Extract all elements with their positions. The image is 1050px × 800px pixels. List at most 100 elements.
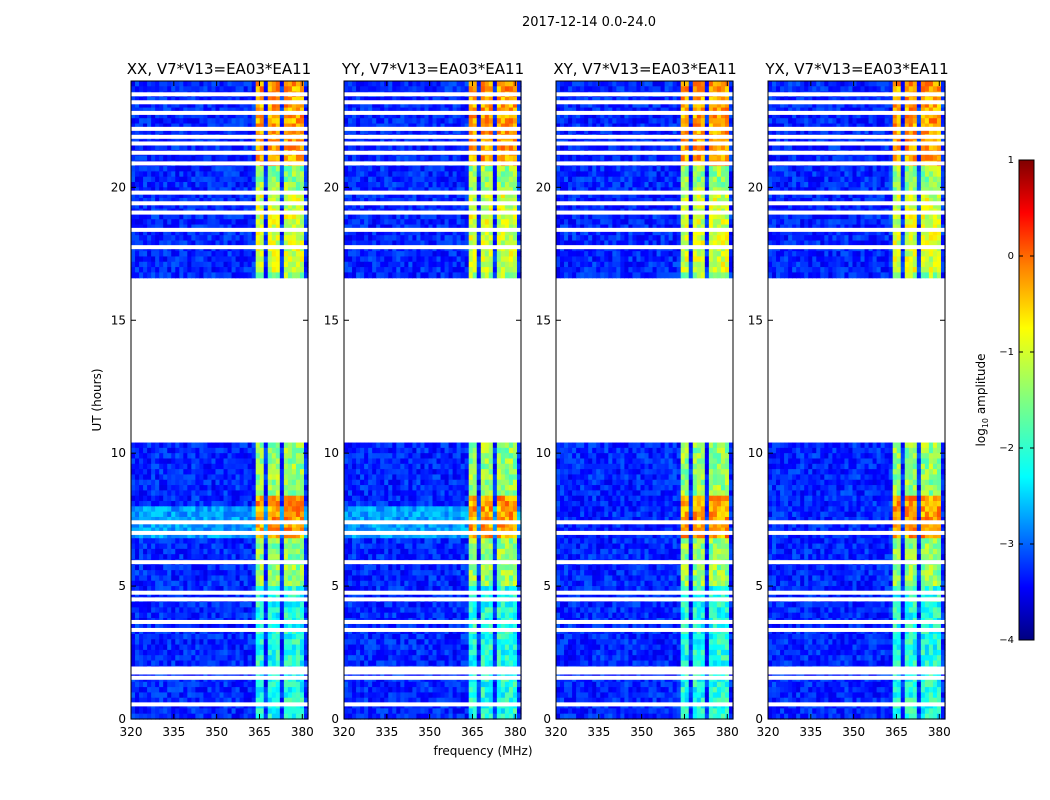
y-axis-label: UT (hours) — [90, 368, 104, 431]
flagged-row — [556, 100, 733, 105]
colorbar-tick-label: −1 — [999, 347, 1014, 358]
flagged-row — [344, 560, 521, 565]
flagged-row — [344, 597, 521, 602]
x-tick-label: 350 — [842, 725, 865, 739]
flagged-row — [768, 210, 945, 215]
flagged-row — [768, 141, 945, 146]
y-tick-label: 15 — [111, 313, 126, 327]
flagged-row — [556, 245, 733, 250]
flagged-row — [344, 312, 521, 317]
flagged-row — [344, 210, 521, 215]
flagged-row — [131, 302, 308, 307]
y-tick-label: 15 — [748, 313, 763, 327]
y-tick-label: 0 — [331, 712, 339, 726]
colorbar-tick-label: −3 — [999, 539, 1014, 550]
flagged-row — [131, 590, 308, 595]
flagged-row — [556, 201, 733, 206]
flagged-rows — [131, 92, 308, 707]
x-tick-label: 320 — [120, 725, 143, 739]
flagged-row — [556, 150, 733, 155]
flagged-row — [344, 619, 521, 624]
flagged-row — [131, 100, 308, 105]
flagged-row — [131, 245, 308, 250]
panel-1: 320 335 350 365 380 0 5 10 15 20 — [324, 80, 527, 739]
flagged-row — [556, 302, 733, 307]
panel-3: 320 335 350 365 380 0 5 10 15 20 — [748, 80, 951, 739]
y-tick-label: 5 — [118, 579, 126, 593]
flagged-row — [556, 141, 733, 146]
flagged-row — [768, 92, 945, 97]
flagged-row — [768, 150, 945, 155]
flagged-row — [344, 100, 521, 105]
flagged-row — [768, 520, 945, 525]
flagged-row — [131, 348, 308, 353]
plot-frame — [555, 80, 734, 720]
flagged-row — [344, 302, 521, 307]
flagged-row — [344, 201, 521, 206]
flagged-rows — [556, 92, 733, 707]
x-tick-label: 335 — [587, 725, 610, 739]
y-tick-label: 20 — [536, 180, 551, 194]
y-tick-label: 15 — [536, 313, 551, 327]
flagged-row — [344, 161, 521, 166]
flagged-row — [768, 627, 945, 632]
chart-suptitle: 2017-12-14 0.0-24.0 — [522, 15, 656, 30]
panel-title-yy: YY, V7*V13=EA03*EA11 — [341, 60, 524, 78]
flagged-row — [344, 190, 521, 195]
flagged-row — [556, 590, 733, 595]
x-tick-label: 350 — [418, 725, 441, 739]
flagged-row — [131, 134, 308, 139]
flagged-row — [556, 348, 733, 353]
flagged-row — [131, 190, 308, 195]
flagged-row — [556, 702, 733, 707]
flagged-row — [768, 126, 945, 131]
flagged-row — [131, 619, 308, 624]
x-tick-label: 335 — [162, 725, 185, 739]
flagged-row — [131, 560, 308, 565]
colorbar-tick-label: −4 — [999, 635, 1014, 646]
flagged-row — [344, 666, 521, 671]
flagged-row — [768, 666, 945, 671]
flagged-row — [344, 520, 521, 525]
flagged-row — [556, 126, 733, 131]
flagged-row — [556, 134, 733, 139]
flagged-row — [131, 520, 308, 525]
flagged-row — [556, 328, 733, 333]
flagged-row — [556, 670, 733, 675]
y-tick-label: 0 — [755, 712, 763, 726]
flagged-row — [344, 348, 521, 353]
x-tick-label: 365 — [461, 725, 484, 739]
panel-title-xx: XX, V7*V13=EA03*EA11 — [127, 60, 311, 78]
flagged-row — [131, 666, 308, 671]
y-tick-label: 10 — [324, 446, 339, 460]
flagged-row — [556, 161, 733, 166]
flagged-row — [768, 190, 945, 195]
flagged-row — [768, 100, 945, 105]
plot-frame — [130, 80, 309, 720]
flagged-row — [131, 597, 308, 602]
flagged-row — [344, 227, 521, 232]
x-tick-label: 350 — [630, 725, 653, 739]
flagged-row — [344, 92, 521, 97]
flagged-row — [556, 666, 733, 671]
flagged-row — [556, 560, 733, 565]
flagged-row — [768, 312, 945, 317]
flagged-row — [556, 92, 733, 97]
flagged-row — [131, 201, 308, 206]
y-tick-label: 10 — [536, 446, 551, 460]
y-tick-label: 10 — [748, 446, 763, 460]
flagged-row — [344, 530, 521, 535]
flagged-row — [344, 328, 521, 333]
colorbar-gradient — [1018, 159, 1035, 641]
flagged-row — [768, 342, 945, 347]
flagged-row — [131, 670, 308, 675]
panel-title-xy: XY, V7*V13=EA03*EA11 — [553, 60, 736, 78]
flagged-row — [131, 92, 308, 97]
flagged-row — [344, 675, 521, 680]
flagged-row — [768, 597, 945, 602]
flagged-row — [344, 627, 521, 632]
flagged-rows — [768, 92, 945, 707]
flagged-row — [131, 627, 308, 632]
x-tick-label: 350 — [205, 725, 228, 739]
y-tick-label: 10 — [111, 446, 126, 460]
